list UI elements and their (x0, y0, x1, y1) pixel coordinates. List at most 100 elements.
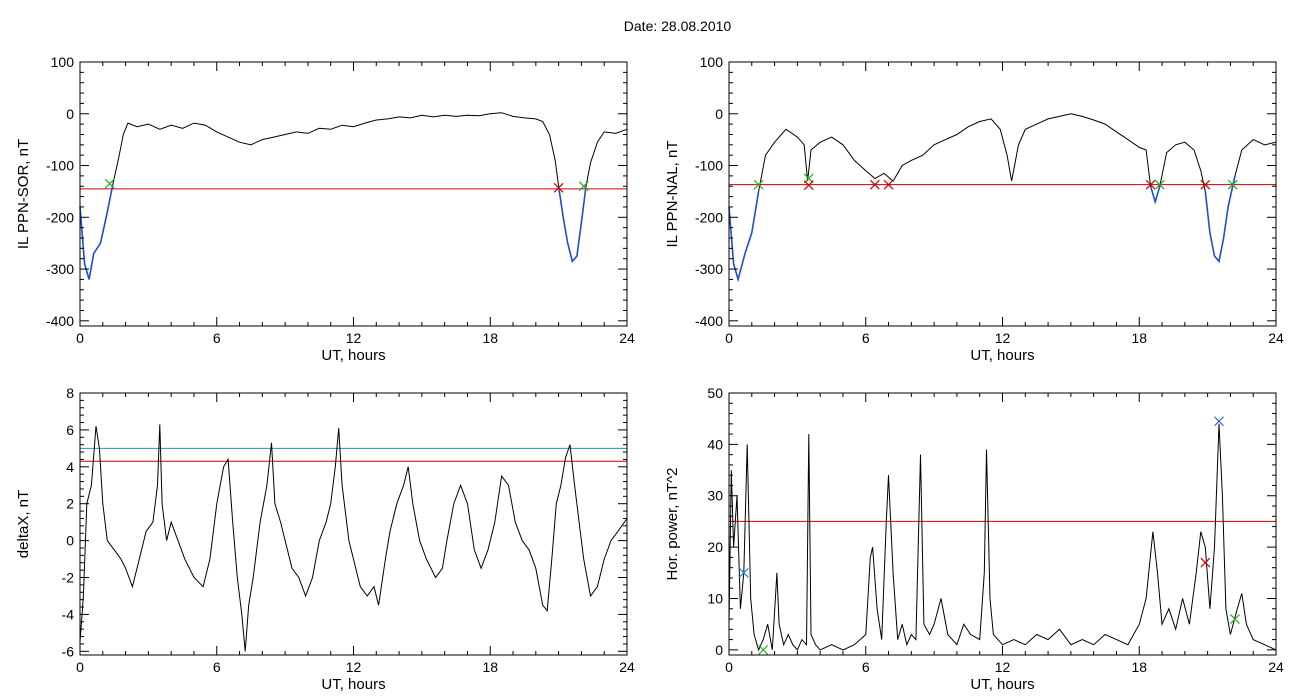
y-axis-label: deltaX, nT (15, 490, 32, 558)
marker-stroke (1230, 614, 1240, 624)
x-tick-label: 12 (995, 659, 1011, 675)
cross-marker-4 (1230, 614, 1240, 624)
x-tick-label: 6 (213, 659, 221, 675)
cross-marker-0 (104, 178, 115, 189)
marker-stroke (753, 179, 764, 190)
marker-stroke (578, 181, 589, 192)
y-tick-label: -200 (46, 209, 74, 225)
x-tick-label: 24 (619, 659, 635, 675)
cross-marker-4 (883, 179, 894, 190)
x-tick-label: 0 (76, 659, 84, 675)
x-tick-label: 12 (346, 330, 362, 346)
y-tick-label: 40 (707, 436, 723, 452)
cross-marker-2 (578, 181, 589, 192)
y-tick-label: -300 (695, 261, 723, 277)
cross-marker-1 (553, 182, 564, 193)
series-line-0 (728, 113, 1277, 282)
x-tick-label: 18 (1131, 330, 1147, 346)
x-tick-label: 18 (482, 330, 498, 346)
chart-p4: 0 6 12 18 24 0 10 20 30 40 50 UT, hours Hor. power, … (664, 385, 1284, 693)
x-tick-label: 6 (862, 330, 870, 346)
plot-frame (728, 61, 1277, 327)
y-tick-label: 30 (707, 488, 723, 504)
marker-stroke (803, 180, 814, 191)
cross-marker-2 (803, 180, 814, 191)
y-axis-label: Hor. power, nT^2 (664, 468, 681, 581)
chart-p2: 0 6 12 18 24 -400 -300 -200 -100 0 100 UT, hours IL … (664, 54, 1284, 364)
plot-frame (79, 392, 628, 656)
series-line-3 (1204, 175, 1236, 264)
cross-marker-0 (738, 567, 749, 578)
cross-marker-1 (758, 644, 769, 655)
x-tick-label: 18 (482, 659, 498, 675)
y-tick-label: -400 (695, 313, 723, 329)
cross-marker-0 (753, 179, 764, 190)
y-tick-label: 50 (707, 385, 723, 401)
y-tick-label: -300 (46, 261, 74, 277)
x-tick-label: 12 (346, 659, 362, 675)
cross-marker-5 (1145, 179, 1156, 190)
marker-stroke (1214, 416, 1224, 427)
y-axis-label: IL PPN-SOR, nT (15, 139, 32, 249)
y-tick-label: 2 (66, 496, 74, 512)
cross-marker-3 (1200, 557, 1211, 568)
y-tick-label: -400 (46, 313, 74, 329)
y-tick-label: 100 (700, 54, 724, 70)
series-line-0 (79, 424, 628, 652)
x-axis-label: UT, hours (970, 676, 1034, 693)
x-tick-label: 12 (995, 330, 1011, 346)
y-tick-label: -100 (46, 158, 74, 174)
cross-marker-2 (1214, 416, 1224, 427)
y-tick-label: 0 (715, 106, 723, 122)
series-line-2 (557, 186, 587, 263)
marker-stroke (1227, 179, 1238, 190)
x-tick-label: 6 (213, 330, 221, 346)
y-tick-label: 8 (66, 385, 74, 401)
figure-title: Date: 28.08.2010 (623, 18, 732, 34)
x-axis-label: UT, hours (321, 347, 385, 364)
y-tick-label: -6 (62, 643, 75, 659)
y-axis-label: IL PPN-NAL, nT (664, 141, 681, 248)
y-tick-label: 0 (715, 642, 723, 658)
y-tick-label: 10 (707, 590, 723, 606)
cross-marker-8 (1227, 179, 1238, 190)
y-tick-label: 100 (51, 54, 75, 70)
marker-stroke (1200, 557, 1211, 568)
chart-p1: 0 6 12 18 24 -400 -300 -200 -100 0 100 UT, hours IL … (15, 54, 635, 364)
marker-stroke (883, 179, 894, 190)
y-tick-label: 0 (66, 106, 74, 122)
series-line-2 (1149, 185, 1161, 205)
series-line-0 (728, 423, 1277, 652)
marker-stroke (104, 178, 115, 189)
cross-marker-6 (1154, 179, 1165, 190)
marker-stroke (738, 567, 749, 578)
series-line-0 (79, 112, 628, 280)
x-tick-label: 24 (619, 330, 635, 346)
x-tick-label: 0 (725, 330, 733, 346)
series-line-1 (728, 191, 760, 283)
y-tick-label: -4 (62, 606, 75, 622)
x-tick-label: 0 (76, 330, 84, 346)
y-tick-label: 20 (707, 539, 723, 555)
x-axis-label: UT, hours (970, 347, 1034, 364)
cross-marker-3 (869, 179, 880, 190)
marker-stroke (758, 644, 769, 655)
marker-stroke (553, 182, 564, 193)
marker-stroke (869, 179, 880, 190)
series-line-1 (79, 183, 114, 280)
y-tick-label: -200 (695, 209, 723, 225)
x-tick-label: 24 (1268, 330, 1284, 346)
marker-stroke (1200, 179, 1211, 190)
y-tick-label: 4 (66, 459, 74, 475)
cross-marker-7 (1200, 179, 1211, 190)
x-axis-label: UT, hours (321, 676, 385, 693)
x-tick-label: 18 (1131, 659, 1147, 675)
y-tick-label: 0 (66, 533, 74, 549)
y-tick-label: -2 (62, 570, 75, 586)
y-tick-label: 6 (66, 422, 74, 438)
x-tick-label: 0 (725, 659, 733, 675)
x-tick-label: 6 (862, 659, 870, 675)
marker-stroke (1145, 179, 1156, 190)
